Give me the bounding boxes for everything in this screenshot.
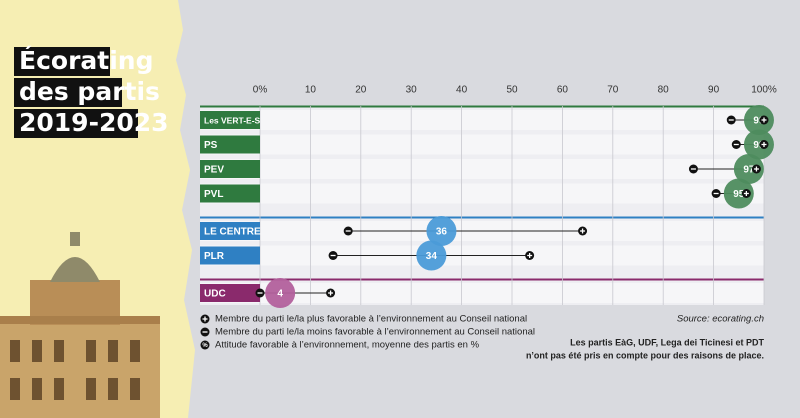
note: n’ont pas été pris en compte pour des ra… bbox=[526, 350, 764, 360]
category-box bbox=[200, 246, 260, 265]
avg-bubble bbox=[416, 240, 447, 271]
legend-icon-glyph: % bbox=[202, 343, 208, 349]
x-tick-label: 50 bbox=[506, 85, 518, 96]
category-label: PEV bbox=[204, 165, 224, 176]
title-box bbox=[14, 47, 110, 76]
x-tick-label: 60 bbox=[557, 85, 569, 96]
avg-label: 34 bbox=[426, 251, 438, 262]
title-box bbox=[14, 109, 138, 138]
row-band bbox=[200, 159, 764, 179]
building bbox=[0, 232, 160, 418]
avg-label: 97 bbox=[743, 165, 755, 176]
row-band bbox=[200, 183, 764, 204]
category-box bbox=[200, 222, 260, 240]
avg-bubble bbox=[723, 178, 754, 209]
x-tick-label: 10 bbox=[305, 85, 317, 96]
avg-bubble bbox=[426, 216, 457, 246]
avg-label: 99 bbox=[753, 140, 765, 151]
avg-label: 4 bbox=[277, 289, 283, 300]
x-tick-label: 100% bbox=[751, 85, 777, 96]
legend-label: Membre du parti le/la plus favorable à l… bbox=[215, 314, 527, 325]
x-tick-label: 70 bbox=[607, 85, 619, 96]
category-label: PS bbox=[204, 140, 218, 151]
legend-label: Attitude favorable à l’environnement, mo… bbox=[215, 340, 480, 351]
category-label: PVL bbox=[204, 189, 223, 200]
row-band bbox=[200, 134, 764, 155]
category-label: Les VERT-E-S bbox=[204, 115, 261, 125]
row-band bbox=[200, 283, 764, 303]
category-label: UDC bbox=[204, 289, 226, 300]
x-tick-label: 80 bbox=[658, 85, 670, 96]
x-tick-label: 0% bbox=[253, 85, 268, 96]
avg-label: 95 bbox=[733, 189, 745, 200]
category-label: LE CENTRE bbox=[204, 227, 261, 238]
avg-label: 99 bbox=[753, 116, 765, 127]
title-box bbox=[14, 78, 122, 107]
category-label: PLR bbox=[204, 251, 225, 262]
avg-bubble bbox=[733, 154, 764, 184]
x-tick-label: 30 bbox=[406, 85, 418, 96]
category-box bbox=[200, 135, 260, 154]
category-box bbox=[200, 284, 260, 302]
title-line: 2019-2023 bbox=[19, 108, 169, 137]
avg-label: 36 bbox=[436, 227, 448, 238]
avg-bubble bbox=[743, 129, 774, 160]
avg-bubble bbox=[265, 278, 296, 308]
avg-bubble bbox=[743, 105, 774, 135]
title-line: des partis bbox=[19, 77, 160, 106]
category-box bbox=[200, 184, 260, 203]
x-tick-label: 90 bbox=[708, 85, 720, 96]
legend-label: Membre du parti le/la moins favorable à … bbox=[215, 327, 535, 338]
legend-icon bbox=[200, 340, 210, 350]
x-tick-label: 20 bbox=[355, 85, 367, 96]
source: Source: ecorating.ch bbox=[677, 314, 764, 325]
note: Les partis EàG, UDF, Lega dei Ticinesi e… bbox=[570, 337, 764, 347]
category-box bbox=[200, 111, 260, 129]
category-box bbox=[200, 160, 260, 178]
x-tick-label: 40 bbox=[456, 85, 468, 96]
row-band bbox=[200, 110, 764, 130]
title-line: Écorating bbox=[19, 46, 154, 75]
